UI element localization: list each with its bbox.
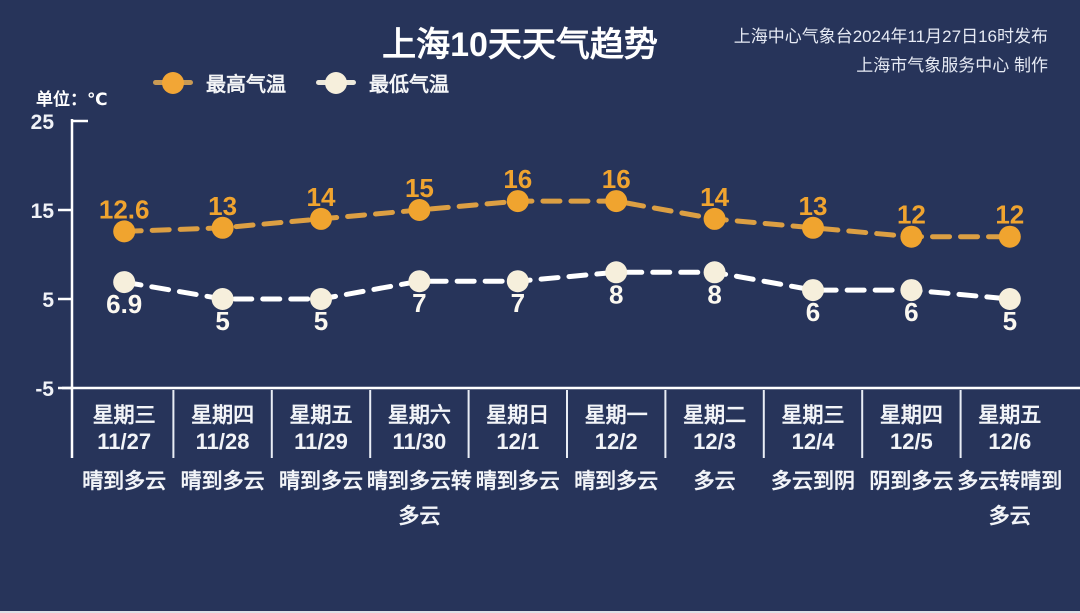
source-line-issued: 上海中心气象台2024年11月27日16时发布	[733, 27, 1048, 46]
low-temp-value-label: 8	[609, 279, 623, 309]
high-temp-value-label: 12	[897, 200, 926, 230]
low-temp-value-label: 6	[904, 297, 918, 327]
y-tick-label: 15	[31, 200, 55, 223]
bottom-edge-line	[0, 611, 1080, 613]
low-temp-point	[802, 279, 824, 302]
high-temp-point	[900, 225, 923, 248]
high-temp-value-label: 12.6	[99, 194, 150, 224]
legend-label-high-temp: 最高气温	[206, 74, 286, 96]
low-temp-marker-icon	[316, 71, 356, 94]
high-temp-point	[506, 190, 529, 213]
low-temp-value-label: 5	[215, 306, 229, 336]
high-temp-point	[310, 207, 332, 230]
high-temp-point	[113, 220, 136, 243]
y-tick-label: -5	[35, 378, 54, 401]
legend-item-high-temp: 最高气温	[153, 68, 286, 97]
high-temp-value-label: 14	[700, 182, 729, 212]
low-temp-value-label: 6	[806, 297, 820, 327]
high-temp-line	[121, 198, 1013, 240]
low-temp-point	[408, 270, 431, 293]
high-temp-value-label: 16	[602, 164, 631, 194]
high-temp-point	[998, 225, 1021, 248]
high-temp-point	[211, 216, 234, 239]
low-temp-value-label: 5	[314, 306, 328, 336]
low-temp-point	[703, 261, 726, 284]
low-temp-point	[310, 288, 332, 310]
high-temp-point	[703, 207, 726, 230]
y-tick-label: 25	[31, 111, 55, 134]
high-temp-point	[408, 199, 431, 221]
low-temp-line	[121, 269, 1013, 302]
high-temp-point	[605, 190, 628, 213]
unit-label: 单位：℃	[36, 90, 108, 109]
high-temp-value-label: 12	[995, 200, 1024, 230]
high-temp-value-label: 13	[799, 191, 828, 221]
low-temp-value-label: 6.9	[106, 289, 142, 319]
low-temp-value-label: 5	[1003, 306, 1017, 336]
low-temp-value-label: 7	[412, 288, 426, 318]
y-tick-label: 5	[42, 289, 54, 312]
high-temp-value-label: 14	[307, 182, 336, 212]
low-temp-point	[506, 270, 529, 293]
low-temp-value-label: 8	[707, 279, 721, 309]
low-temp-value-label: 7	[511, 288, 525, 318]
low-temp-point	[113, 271, 136, 294]
source-info: 上海中心气象台2024年11月27日16时发布 上海市气象服务中心 制作	[734, 22, 1048, 80]
low-temp-point	[605, 261, 628, 284]
chart-legend: 最高气温 最低气温	[153, 68, 449, 97]
high-temp-dot-icon	[162, 71, 184, 94]
legend-label-low-temp: 最低气温	[369, 74, 449, 96]
high-temp-value-label: 16	[503, 164, 532, 194]
low-temp-point	[900, 279, 923, 302]
high-temp-marker-icon	[153, 71, 193, 94]
legend-item-low-temp: 最低气温	[316, 68, 449, 97]
page-title: 上海10天天气趋势	[0, 17, 1080, 66]
source-line-producer: 上海市气象服务中心 制作	[856, 56, 1048, 75]
high-temp-value-label: 13	[208, 191, 237, 221]
high-temp-point	[802, 216, 824, 239]
low-temp-dot-icon	[325, 71, 347, 94]
high-temp-value-label: 15	[405, 173, 434, 203]
low-temp-point	[211, 288, 234, 310]
low-temp-point	[998, 288, 1021, 310]
page-title-text: 上海10天天气趋势	[382, 26, 658, 64]
